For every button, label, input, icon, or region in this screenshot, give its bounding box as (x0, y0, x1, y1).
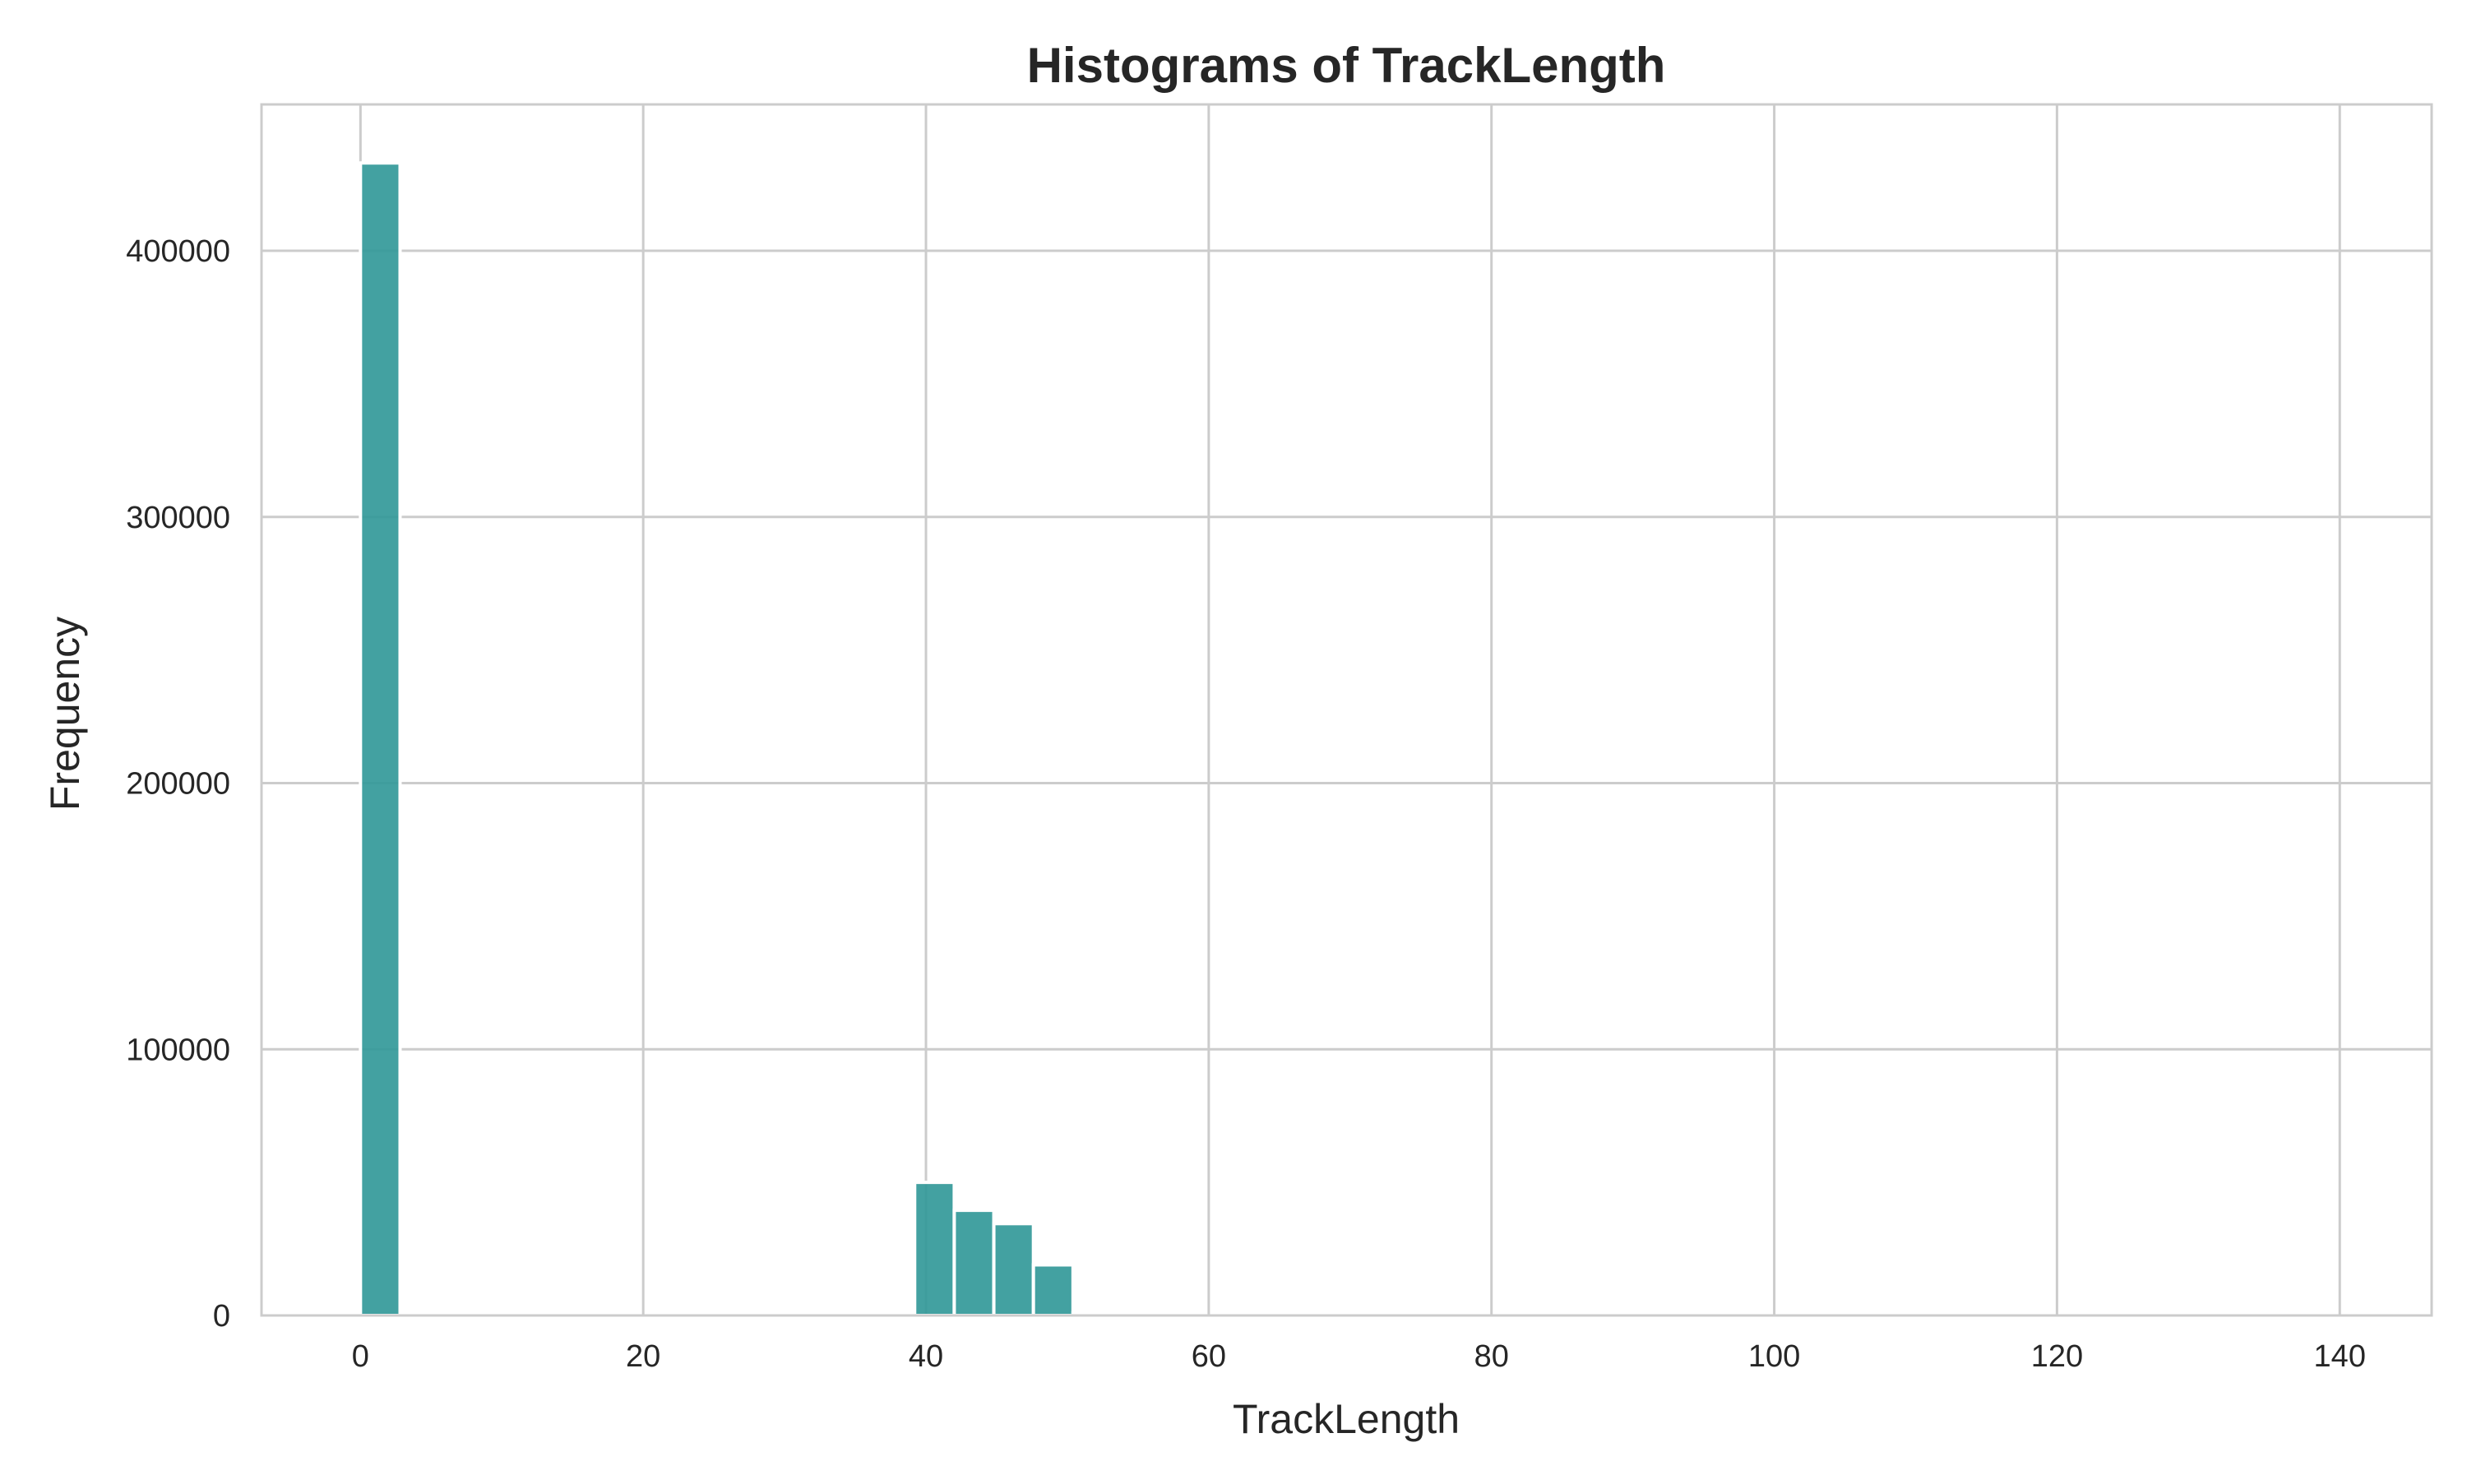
y-tick-label: 200000 (126, 767, 230, 802)
plot-frame (260, 103, 2433, 1317)
x-tick-label: 100 (1748, 1339, 1800, 1374)
histogram-bar (952, 1209, 996, 1317)
y-tick-label: 400000 (126, 234, 230, 269)
x-tick-label: 20 (626, 1339, 660, 1374)
histogram-bar (992, 1222, 1035, 1318)
x-tick-label: 0 (352, 1339, 369, 1374)
x-axis-label: TrackLength (1233, 1396, 1460, 1442)
histogram-bar (1031, 1263, 1075, 1318)
x-tick-label: 120 (2031, 1339, 2083, 1374)
histogram-bar (359, 161, 402, 1318)
chart-title: Histograms of TrackLength (1027, 38, 1666, 93)
x-tick-label: 40 (909, 1339, 943, 1374)
y-tick-label: 100000 (126, 1033, 230, 1067)
y-tick-label: 0 (213, 1299, 230, 1334)
y-tick-label: 300000 (126, 501, 230, 535)
tick-layer: 0 20 40 60 80 100 120 140 0 100000 200000 300000 400… (126, 234, 2366, 1374)
x-tick-label: 80 (1474, 1339, 1509, 1374)
x-tick-label: 140 (2314, 1339, 2366, 1374)
y-axis-label: Frequency (42, 617, 88, 811)
x-tick-label: 60 (1192, 1339, 1226, 1374)
bar-layer (359, 161, 1114, 1318)
histogram-bar (913, 1181, 956, 1317)
